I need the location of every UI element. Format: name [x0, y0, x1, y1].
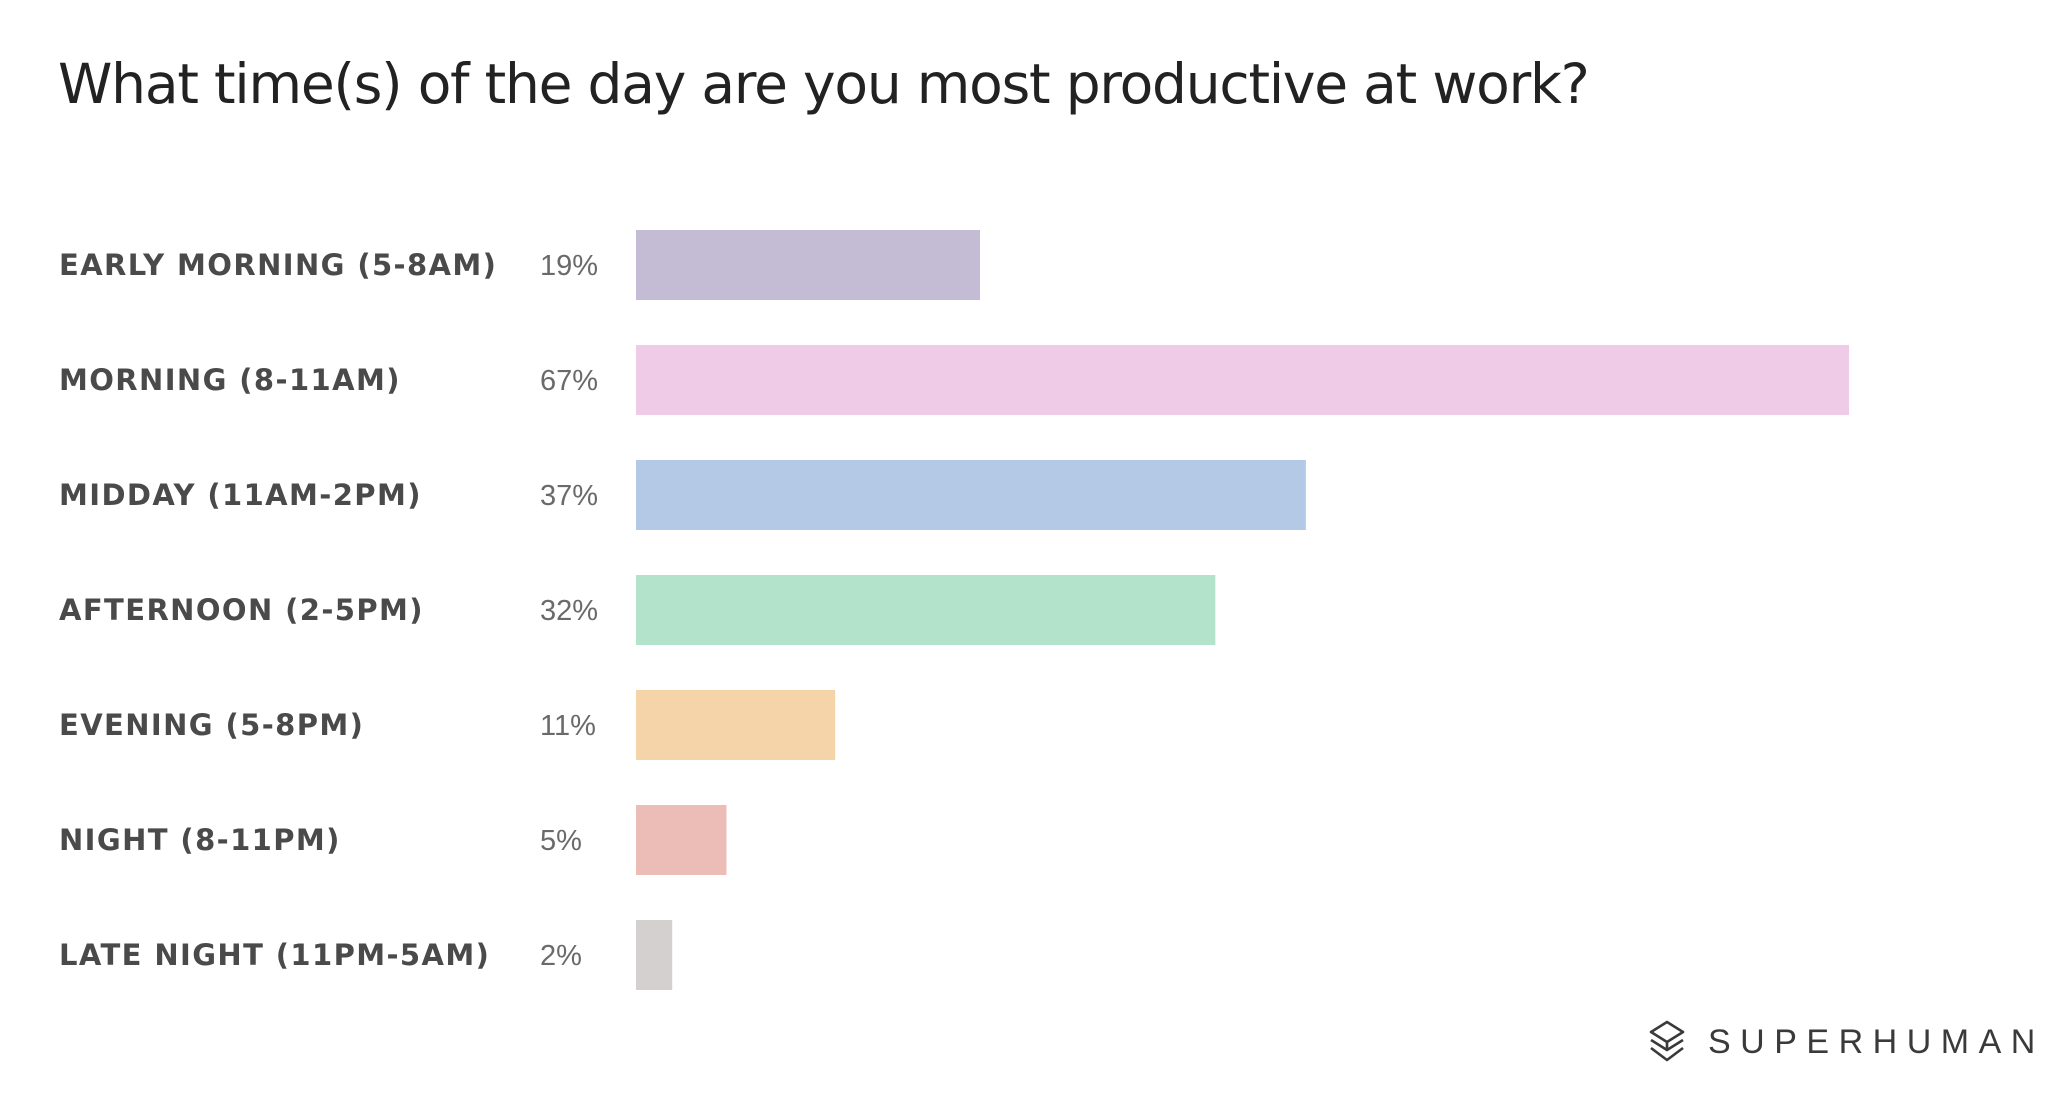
category-label: AFTERNOON (2-5PM) — [59, 593, 424, 627]
category-label: MORNING (8-11AM) — [59, 363, 401, 397]
bar — [636, 460, 1306, 530]
bar — [636, 920, 673, 990]
category-label: LATE NIGHT (11PM-5AM) — [59, 938, 490, 972]
value-label: 37% — [540, 480, 598, 512]
value-label: 32% — [540, 595, 598, 627]
bar — [636, 575, 1216, 645]
bar — [636, 230, 980, 300]
brand-logo: SUPERHUMAN — [1648, 1015, 2045, 1069]
bar — [636, 690, 836, 760]
bar — [636, 805, 727, 875]
chart-title: What time(s) of the day are you most pro… — [58, 52, 1590, 116]
value-label: 67% — [540, 365, 598, 397]
category-label: NIGHT (8-11PM) — [59, 823, 341, 857]
value-label: 19% — [540, 250, 598, 282]
value-label: 11% — [540, 710, 596, 742]
category-label: MIDDAY (11AM-2PM) — [59, 478, 422, 512]
value-label: 2% — [540, 940, 582, 972]
category-label: EVENING (5-8PM) — [59, 708, 364, 742]
category-label: EARLY MORNING (5-8AM) — [59, 248, 497, 282]
bar — [636, 345, 1849, 415]
superhuman-logo-icon — [1649, 1020, 1685, 1062]
chart-rows: EARLY MORNING (5-8AM) 19% MORNING (8-11AM)… — [59, 230, 1849, 990]
value-label: 5% — [540, 825, 582, 857]
brand-name: SUPERHUMAN — [1708, 1022, 2045, 1061]
